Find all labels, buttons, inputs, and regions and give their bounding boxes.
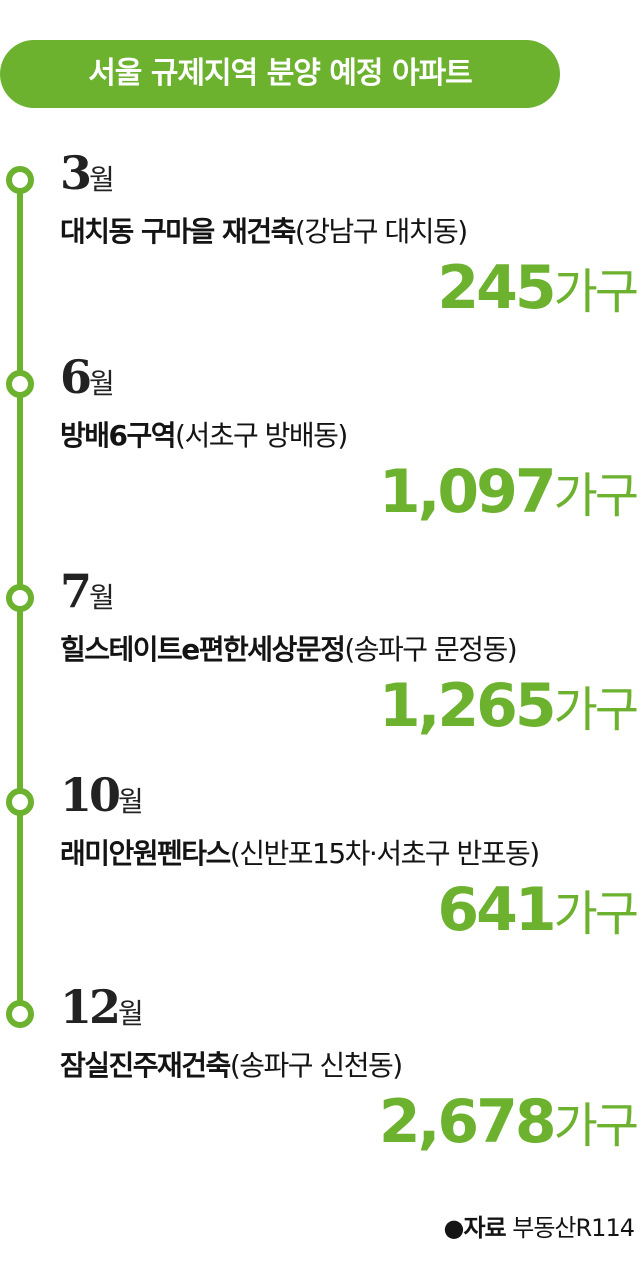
count-number: 2,678: [378, 1087, 557, 1157]
month: 10월: [60, 768, 144, 822]
month-number: 3: [60, 146, 92, 200]
household-count: 641가구: [437, 874, 639, 945]
timeline-dot: [6, 584, 34, 612]
month-unit: 월: [89, 367, 115, 400]
project-location: (서초구 방배동): [175, 419, 348, 452]
month-number: 10: [60, 768, 121, 822]
project-location: (신반포15차·서초구 반포동): [229, 837, 540, 870]
month-unit: 월: [118, 785, 144, 818]
project: 래미안원펜타스(신반포15차·서초구 반포동): [60, 832, 540, 872]
household-count: 1,265가구: [378, 670, 639, 741]
project-name: 힐스테이트e편한세상문정: [60, 633, 346, 666]
project: 힐스테이트e편한세상문정(송파구 문정동): [60, 628, 518, 668]
source-label: ●자료: [443, 1214, 507, 1242]
household-count: 1,097가구: [378, 456, 639, 527]
project: 잠실진주재건축(송파구 신천동): [60, 1044, 403, 1084]
month-unit: 월: [89, 581, 115, 614]
household-count: 245가구: [437, 252, 639, 323]
project-location: (송파구 신천동): [229, 1049, 403, 1082]
count-unit: 가구: [553, 886, 639, 942]
project: 방배6구역(서초구 방배동): [60, 414, 348, 454]
month: 12월: [60, 980, 144, 1034]
project-location: (강남구 대치동): [294, 215, 468, 248]
timeline-dot: [6, 370, 34, 398]
count-number: 1,097: [378, 457, 557, 527]
project-name: 래미안원펜타스: [60, 837, 231, 870]
month: 6월: [60, 350, 115, 404]
title: 서울 규제지역 분양 예정 아파트: [0, 40, 560, 108]
count-number: 245: [437, 253, 556, 323]
month: 3월: [60, 146, 115, 200]
month-unit: 월: [118, 997, 144, 1030]
project-location: (송파구 문정동): [344, 633, 517, 666]
count-unit: 가구: [553, 468, 639, 524]
month-number: 7: [60, 564, 92, 618]
timeline-dot: [6, 788, 34, 816]
timeline-dot: [6, 1000, 34, 1028]
count-number: 641: [437, 875, 556, 945]
timeline-dot: [6, 166, 34, 194]
source: ●자료 부동산R114: [443, 1208, 635, 1243]
month-number: 6: [60, 350, 92, 404]
month-number: 12: [60, 980, 121, 1034]
project-name: 방배6구역: [60, 419, 177, 452]
count-unit: 가구: [553, 682, 639, 738]
month-unit: 월: [89, 163, 115, 196]
household-count: 2,678가구: [378, 1086, 639, 1157]
project-name: 대치동 구마을 재건축: [60, 215, 296, 248]
source-text: 부동산R114: [512, 1214, 635, 1242]
project-name: 잠실진주재건축: [60, 1049, 231, 1082]
count-number: 1,265: [378, 671, 557, 741]
project: 대치동 구마을 재건축(강남구 대치동): [60, 210, 468, 250]
count-unit: 가구: [553, 1098, 639, 1154]
month: 7월: [60, 564, 115, 618]
count-unit: 가구: [553, 264, 639, 320]
